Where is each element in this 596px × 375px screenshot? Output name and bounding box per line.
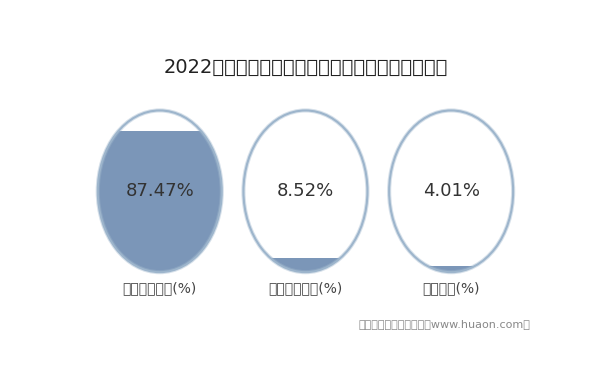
Text: 其他产值(%): 其他产值(%) [423,281,480,296]
Text: 2022年甘肃建筑业工程、安装工程及其他产值结构: 2022年甘肃建筑业工程、安装工程及其他产值结构 [163,58,448,77]
Ellipse shape [389,111,513,272]
Ellipse shape [243,111,368,272]
Ellipse shape [243,111,368,272]
Ellipse shape [389,111,513,272]
Ellipse shape [98,111,222,272]
Text: 制图：华经产业研究院（www.huaon.com）: 制图：华经产业研究院（www.huaon.com） [358,319,530,329]
Text: 8.52%: 8.52% [277,182,334,200]
Ellipse shape [98,111,222,272]
Text: 4.01%: 4.01% [423,182,480,200]
Text: 建筑工程产值(%): 建筑工程产值(%) [123,281,197,296]
Text: 安装工程产值(%): 安装工程产值(%) [268,281,343,296]
Text: 87.47%: 87.47% [125,182,194,200]
